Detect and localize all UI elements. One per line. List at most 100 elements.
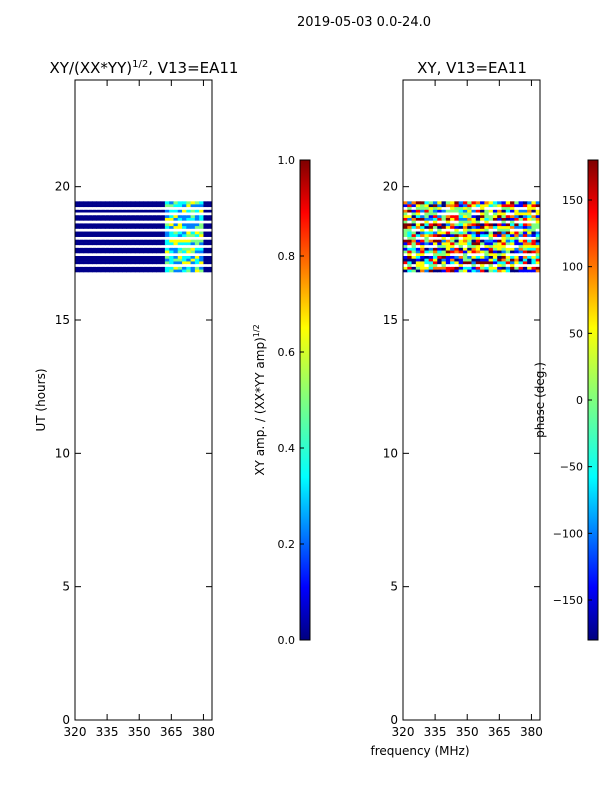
heatmap-cell (475, 258, 481, 262)
heatmap-cell (531, 228, 537, 232)
heatmap-cell (403, 269, 408, 273)
heatmap-cell (527, 231, 532, 235)
heatmap-cell (514, 228, 520, 232)
heatmap-cell (79, 252, 85, 256)
heatmap-cell (462, 228, 468, 232)
heatmap-cell (139, 228, 144, 232)
heatmap-cell (403, 255, 408, 259)
heatmap-cell (480, 206, 485, 210)
heatmap-cell (497, 233, 502, 237)
heatmap-cell (480, 239, 485, 243)
heatmap-cell (437, 250, 443, 254)
heatmap-cell (445, 220, 451, 224)
heatmap-cell (407, 247, 413, 251)
heatmap-cell (147, 231, 153, 235)
heatmap-cell (407, 236, 413, 240)
heatmap-cell (522, 261, 528, 265)
heatmap-cell (104, 201, 110, 205)
heatmap-cell (454, 247, 460, 251)
heatmap-cell (403, 252, 408, 256)
heatmap-cell (169, 206, 174, 210)
heatmap-cell (207, 236, 212, 240)
heatmap-cell (437, 228, 443, 232)
heatmap-cell (207, 204, 212, 208)
heatmap-cell (160, 255, 166, 259)
left-colorbar-gradient (299, 159, 311, 641)
heatmap-cell (450, 244, 455, 248)
heatmap-cell (458, 206, 464, 210)
heatmap-cell (126, 209, 132, 213)
heatmap-cell (122, 255, 127, 259)
heatmap-cell (480, 242, 485, 246)
colorbar-tick-label: 100 (562, 261, 583, 274)
heatmap-cell (480, 252, 485, 256)
heatmap-cell (480, 204, 485, 208)
heatmap-cell (169, 233, 174, 237)
heatmap-cell (143, 258, 149, 262)
heatmap-cell (164, 228, 170, 232)
heatmap-cell (510, 250, 515, 254)
heatmap-cell (403, 263, 408, 267)
heatmap-cell (437, 223, 443, 227)
heatmap-cell (134, 217, 140, 221)
heatmap-cell (510, 231, 515, 235)
heatmap-cell (194, 212, 200, 216)
heatmap-cell (488, 209, 494, 213)
heatmap-cell (428, 228, 434, 232)
heatmap-cell (420, 236, 425, 240)
heatmap-cell (492, 261, 498, 265)
heatmap-cell (445, 231, 451, 235)
heatmap-cell (83, 225, 89, 229)
heatmap-cell (79, 258, 85, 262)
heatmap-cell (92, 217, 97, 221)
heatmap-cell (415, 252, 421, 256)
heatmap-cell (130, 252, 136, 256)
heatmap-cell (514, 231, 520, 235)
heatmap-cell (497, 255, 502, 259)
heatmap-cell (531, 220, 537, 224)
heatmap-cell (471, 252, 477, 256)
heatmap-cell (535, 244, 540, 248)
heatmap-cell (424, 236, 430, 240)
heatmap-cell (147, 214, 153, 218)
heatmap-cell (411, 244, 417, 248)
heatmap-cell (182, 261, 187, 265)
heatmap-cell (415, 206, 421, 210)
heatmap-cell (169, 231, 174, 235)
heatmap-cell (113, 225, 119, 229)
heatmap-cell (441, 242, 447, 246)
heatmap-cell (492, 263, 498, 267)
heatmap-cell (510, 209, 515, 213)
heatmap-cell (471, 255, 477, 259)
heatmap-cell (96, 236, 102, 240)
heatmap-cell (207, 212, 212, 216)
heatmap-cell (194, 261, 200, 265)
heatmap-cell (199, 209, 204, 213)
heatmap-cell (147, 212, 153, 216)
heatmap-cell (194, 239, 200, 243)
heatmap-cell (92, 250, 97, 254)
heatmap-cell (518, 204, 524, 208)
heatmap-cell (424, 244, 430, 248)
heatmap-cell (152, 258, 157, 262)
heatmap-cell (454, 258, 460, 262)
heatmap-cell (96, 223, 102, 227)
heatmap-cell (122, 263, 127, 267)
heatmap-cell (190, 244, 196, 248)
heatmap-cell (147, 255, 153, 259)
heatmap-cell (177, 263, 183, 267)
heatmap-cell (403, 233, 408, 237)
heatmap-cell (83, 242, 89, 246)
heatmap-cell (109, 252, 115, 256)
heatmap-cell (96, 206, 102, 210)
heatmap-cell (450, 258, 455, 262)
heatmap-cell (207, 255, 212, 259)
heatmap-cell (415, 204, 421, 208)
heatmap-cell (92, 231, 97, 235)
heatmap-cell (407, 242, 413, 246)
heatmap-cell (403, 236, 408, 240)
heatmap-cell (156, 206, 162, 210)
heatmap-cell (428, 244, 434, 248)
heatmap-cell (147, 244, 153, 248)
